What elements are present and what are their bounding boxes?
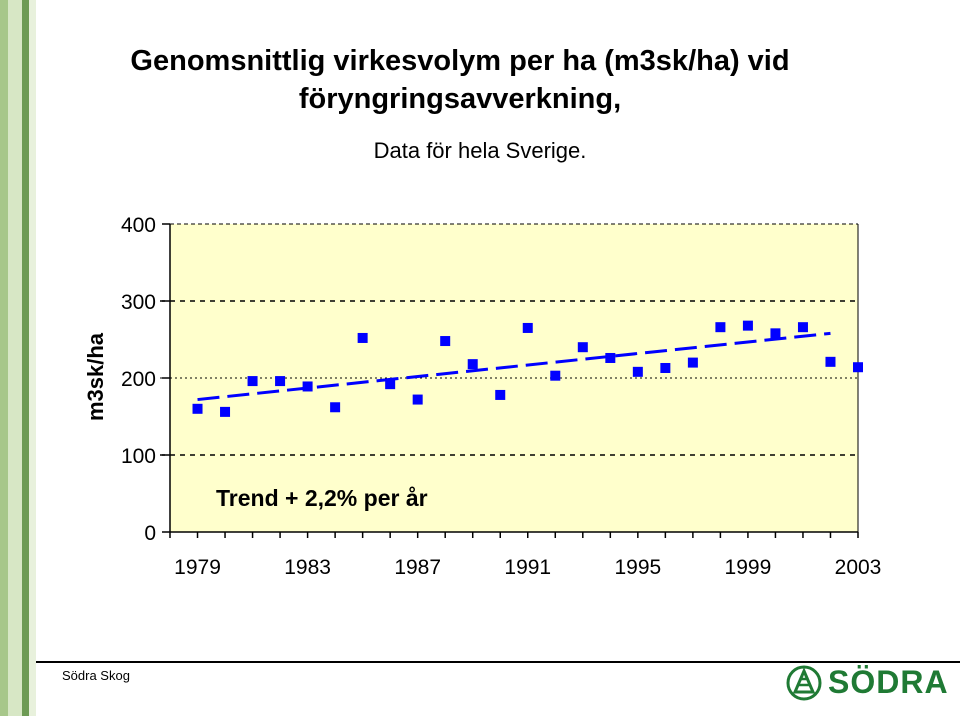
x-tick-label: 2003 bbox=[835, 556, 882, 579]
data-point bbox=[247, 376, 258, 387]
x-tick-label: 1999 bbox=[725, 556, 772, 579]
sodra-logo: SÖDRA bbox=[786, 664, 949, 701]
chart-title: Genomsnittlig virkesvolym per ha (m3sk/h… bbox=[100, 42, 820, 118]
data-point bbox=[770, 328, 781, 339]
trend-label: Trend + 2,2% per år bbox=[216, 485, 428, 511]
x-ticks: 1979 1983 1987 1991 1995 1999 2003 bbox=[169, 532, 882, 579]
data-point bbox=[660, 362, 671, 373]
y-tick-label: 300 bbox=[121, 291, 156, 314]
tree-logo-icon bbox=[786, 665, 822, 700]
footer-divider bbox=[36, 661, 960, 663]
title-line-1: Genomsnittlig virkesvolym per ha (m3sk/h… bbox=[130, 45, 790, 77]
y-tick-label: 200 bbox=[121, 368, 156, 391]
data-point bbox=[220, 406, 231, 417]
data-point bbox=[385, 379, 396, 390]
data-point bbox=[797, 322, 808, 333]
data-point bbox=[412, 394, 423, 405]
data-point bbox=[825, 356, 836, 367]
data-point bbox=[605, 352, 616, 363]
data-point bbox=[302, 381, 313, 392]
data-point bbox=[192, 403, 203, 414]
x-tick-label: 1991 bbox=[504, 556, 551, 579]
x-tick-label: 1983 bbox=[284, 556, 331, 579]
data-point bbox=[550, 370, 561, 381]
data-point bbox=[440, 336, 451, 347]
title-line-2: föryngringsavverkning, bbox=[298, 83, 622, 115]
data-point bbox=[495, 389, 506, 400]
data-points bbox=[192, 320, 863, 417]
data-point bbox=[522, 322, 533, 333]
data-point bbox=[577, 342, 588, 353]
footer-org: Södra Skog bbox=[62, 668, 130, 683]
data-point bbox=[715, 322, 726, 333]
x-tick-label: 1979 bbox=[174, 556, 221, 579]
data-point bbox=[357, 332, 368, 343]
data-point bbox=[853, 362, 863, 373]
y-tick-label: 400 bbox=[121, 214, 156, 237]
data-point bbox=[687, 357, 698, 368]
data-point bbox=[632, 366, 643, 377]
y-tick-label: 100 bbox=[121, 445, 156, 468]
data-point bbox=[742, 320, 753, 331]
data-point bbox=[275, 376, 286, 387]
x-tick-label: 1987 bbox=[394, 556, 441, 579]
logo-wordmark: SÖDRA bbox=[828, 664, 949, 700]
y-tick-label: 0 bbox=[144, 522, 156, 545]
data-point bbox=[467, 359, 478, 370]
data-point bbox=[330, 402, 341, 413]
chart-subtitle: Data för hela Sverige. bbox=[373, 138, 587, 163]
left-decor-bar bbox=[0, 0, 36, 716]
x-tick-label: 1995 bbox=[614, 556, 661, 579]
y-ticks: 0 100 200 300 400 bbox=[121, 214, 170, 545]
